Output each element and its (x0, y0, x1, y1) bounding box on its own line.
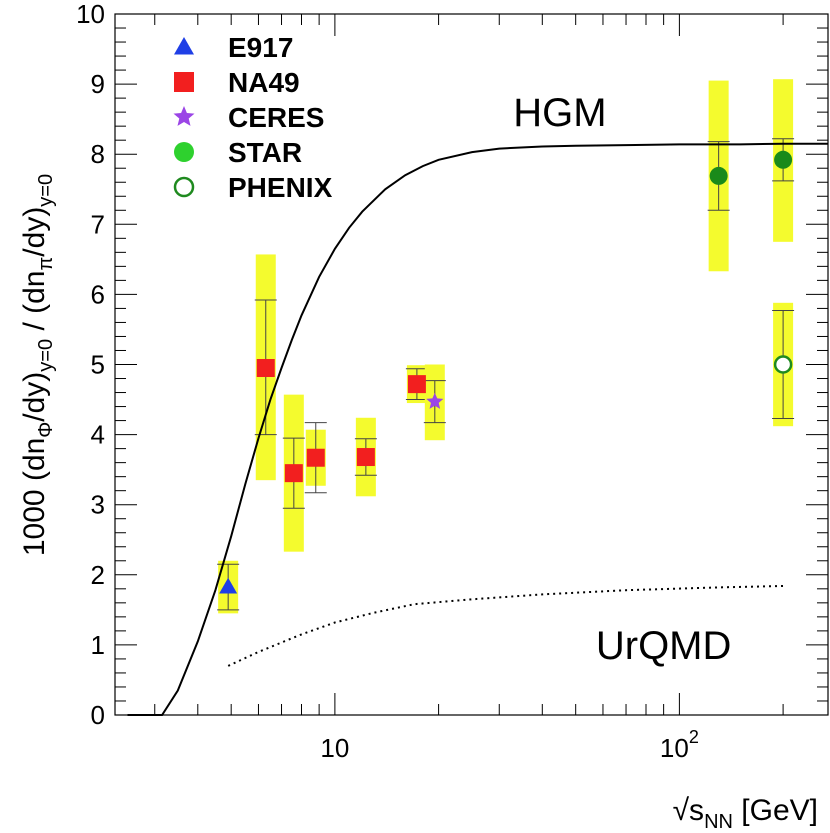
legend-label-e917: E917 (228, 32, 293, 63)
data-point-na49 (407, 375, 426, 394)
x-tick-label: 10 (320, 733, 349, 763)
x-axis-title-sub: NN (704, 811, 733, 833)
legend: E917 NA49 CERES STAR PHENIX (173, 32, 333, 203)
y-tick-label: 6 (91, 279, 105, 309)
y-tick-label: 4 (91, 420, 105, 450)
y-tick-label: 5 (91, 350, 105, 380)
curve-hgm (127, 142, 828, 716)
data-point-star (709, 166, 728, 185)
legend-marker-e917 (174, 37, 194, 55)
legend-marker-star (174, 142, 194, 162)
x-axis-title-main: √s (673, 794, 704, 827)
y-tick-label: 3 (91, 490, 105, 520)
curve-label-hgm: HGM (513, 91, 606, 135)
x-tick-label: 102 (660, 727, 699, 763)
y-tick-label: 8 (91, 139, 105, 169)
data-point-e917 (219, 577, 238, 594)
legend-marker-ceres (173, 106, 195, 126)
data-point-na49 (284, 464, 303, 483)
legend-label-phenix: PHENIX (228, 172, 333, 203)
y-tick-label: 1 (91, 630, 105, 660)
legend-marker-phenix (173, 176, 195, 198)
y-axis-title-s1: Φ (35, 422, 57, 438)
y-axis-title: 1000 (dnΦ/dy)y=0 / (dnπ/dy)y=0 (18, 174, 57, 556)
x-tick-label-base: 10 (320, 733, 349, 763)
x-axis-title: √sNN [GeV] (673, 794, 818, 833)
y-tick-label: 0 (91, 700, 105, 730)
legend-label-star: STAR (228, 137, 302, 168)
legend-marker-na49 (174, 72, 194, 92)
y-tick-label: 9 (91, 69, 105, 99)
curve-urqmd (227, 585, 784, 667)
y-axis-title-p2: /dy) (18, 372, 51, 422)
legend-label-na49: NA49 (228, 67, 300, 98)
x-tick-label-exponent: 2 (689, 727, 699, 747)
y-axis-title-s2: y=0 (35, 339, 57, 372)
y-axis-title-p1: 1000 (dn (18, 438, 51, 556)
data-point-na49 (306, 448, 325, 467)
x-axis-title-unit: [GeV] (733, 794, 818, 827)
markers-layer (219, 150, 793, 594)
y-tick-label: 10 (76, 0, 105, 29)
data-point-na49 (356, 448, 375, 467)
y-axis-title-s3: π (35, 257, 57, 271)
y-axis-title-p3: / (dn (18, 271, 51, 339)
data-point-phenix (773, 355, 793, 374)
data-point-star (774, 150, 793, 169)
error-bars-layer (217, 79, 795, 614)
y-tick-label: 7 (91, 209, 105, 239)
data-point-ceres (426, 392, 444, 409)
y-axis-title-p4: /dy) (18, 207, 51, 257)
curves-layer (127, 142, 828, 716)
legend-label-ceres: CERES (228, 102, 324, 133)
y-axis-title-s4: y=0 (35, 174, 57, 207)
data-point-na49 (256, 359, 275, 378)
y-tick-label: 2 (91, 560, 105, 590)
x-tick-label-base: 10 (660, 733, 689, 763)
annotations-layer: HGM UrQMD (513, 91, 731, 668)
curve-label-urqmd: UrQMD (596, 624, 732, 668)
